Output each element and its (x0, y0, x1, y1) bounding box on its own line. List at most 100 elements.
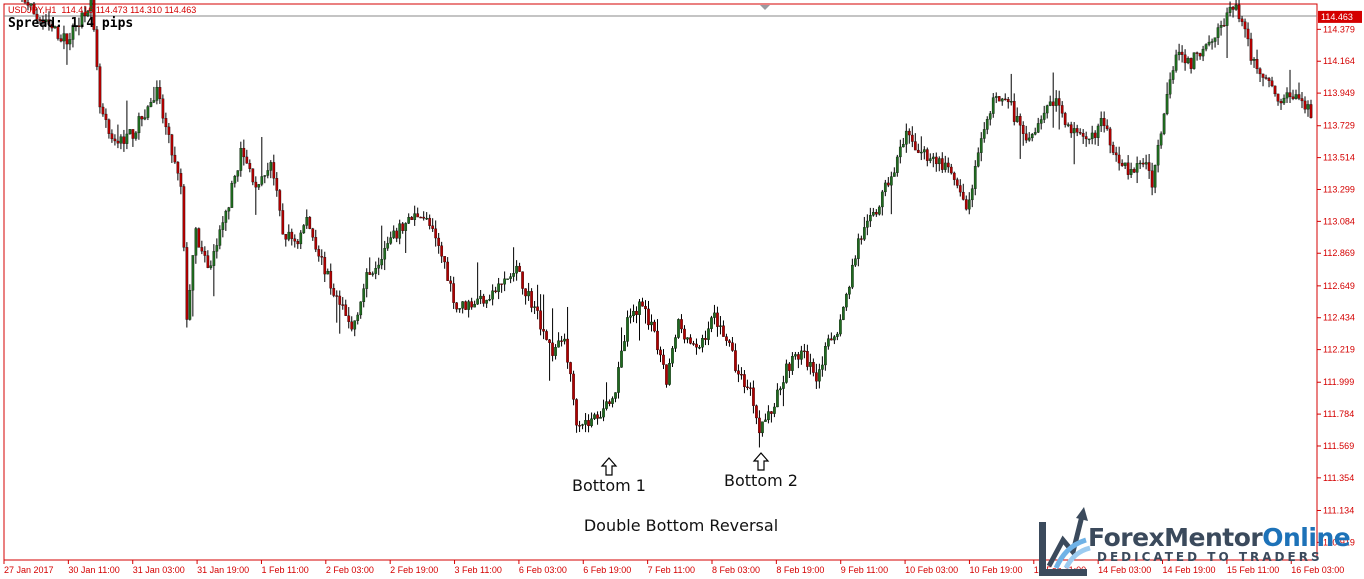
candle (1258, 67, 1262, 82)
candle-body (1009, 101, 1013, 103)
candle-body (428, 217, 432, 226)
candle (1066, 122, 1070, 128)
candle (934, 152, 938, 172)
candle-body (880, 191, 884, 208)
candle-body (137, 116, 141, 134)
candle-body (1237, 4, 1241, 20)
candle-body (467, 301, 470, 310)
candle (347, 307, 351, 329)
candle-body (254, 181, 258, 188)
candle (641, 297, 644, 307)
candle-body (182, 186, 186, 248)
candle-body (883, 182, 887, 193)
candle-body (194, 228, 198, 256)
candle (158, 80, 162, 104)
candle (1111, 141, 1115, 156)
candle-body (50, 24, 54, 29)
candle (554, 344, 557, 360)
candle-body (230, 183, 234, 208)
candle-body (698, 347, 701, 349)
candle (515, 260, 518, 281)
candle (782, 375, 785, 407)
candle (770, 411, 773, 423)
candle (203, 246, 207, 263)
price-tick-label: 110.919 (1323, 537, 1355, 547)
candle (880, 189, 884, 216)
candle (146, 105, 150, 121)
candle-body (1285, 92, 1289, 99)
candle-body (437, 237, 441, 246)
candle-body (398, 223, 402, 239)
candle-body (449, 280, 453, 284)
candle (815, 363, 818, 389)
candle-body (848, 287, 851, 295)
candle-body (473, 303, 476, 308)
candle (284, 234, 288, 247)
candle (1294, 89, 1298, 100)
candle-body (92, 0, 96, 30)
candle (26, 0, 30, 11)
candle (1162, 112, 1166, 136)
candle (1282, 94, 1286, 105)
candle-body (1027, 137, 1031, 141)
candle (311, 227, 315, 241)
candle-body (377, 264, 381, 269)
candle-body (551, 342, 554, 356)
candle-body (122, 136, 126, 144)
candle (23, 0, 27, 4)
candle (746, 379, 749, 391)
candle-body (1141, 162, 1145, 165)
candle (973, 160, 977, 196)
candle (970, 184, 974, 208)
candle-body (395, 230, 399, 239)
candle (212, 244, 216, 297)
candle (533, 300, 536, 315)
candle (539, 294, 542, 336)
candle (521, 271, 524, 295)
candle (994, 92, 998, 104)
candle (967, 192, 971, 215)
candle (281, 203, 285, 235)
candle (985, 116, 989, 135)
candle-body (653, 321, 656, 332)
candle (299, 230, 303, 250)
candle (1231, 5, 1235, 18)
candle (620, 327, 623, 368)
candle-body (644, 306, 647, 310)
candle (680, 314, 683, 334)
candle-body (937, 158, 941, 165)
candle (737, 364, 740, 383)
brand-name: ForexMentorOnline (1088, 523, 1351, 552)
candle-body (242, 148, 246, 158)
candle-body (818, 369, 821, 382)
price-tick-label: 112.219 (1323, 345, 1355, 355)
candle-body (785, 363, 788, 383)
candle (839, 314, 842, 337)
candle (305, 209, 309, 229)
candle (92, 0, 96, 32)
candle (458, 308, 462, 313)
candle (1195, 51, 1199, 61)
candle-body (362, 288, 366, 303)
candle (572, 370, 575, 406)
candle (191, 255, 195, 317)
candle (1057, 90, 1061, 130)
candle-body (1219, 25, 1223, 28)
candle (752, 380, 755, 414)
candle-body (209, 265, 213, 268)
candle (716, 306, 719, 337)
candle-body (1054, 98, 1058, 106)
candle (1183, 49, 1187, 71)
candle-body (1303, 100, 1307, 110)
candle-body (239, 148, 243, 171)
candle-body (1291, 96, 1295, 99)
candle (320, 249, 324, 266)
candle (236, 170, 240, 182)
candle-body (683, 328, 686, 340)
candle-body (374, 268, 378, 274)
candle-body (320, 256, 324, 258)
candle (791, 352, 794, 375)
candle (883, 179, 887, 197)
candle (131, 129, 135, 147)
